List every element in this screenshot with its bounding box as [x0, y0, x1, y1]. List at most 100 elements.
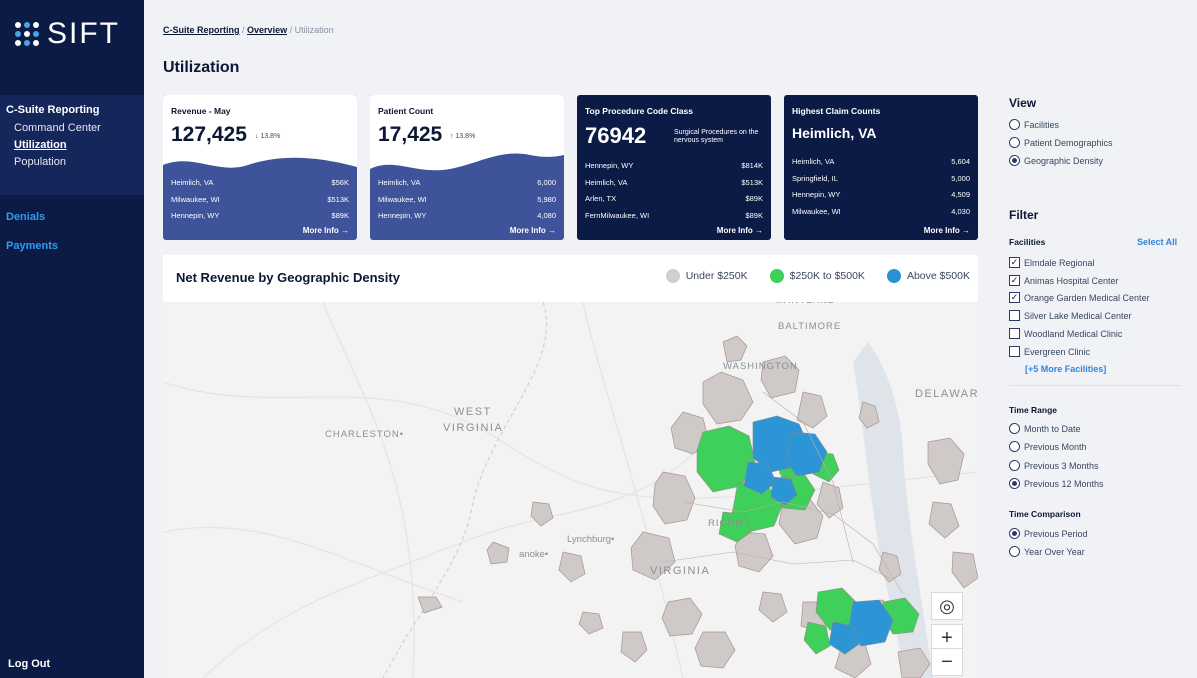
facilities-label: Facilities — [1009, 237, 1046, 247]
card-label: Highest Claim Counts — [792, 106, 881, 116]
sidebar-item-payments[interactable]: Payments — [6, 240, 58, 252]
more-info-link[interactable]: More Info → — [716, 226, 763, 235]
time-range-label: Time Range — [1009, 405, 1058, 415]
checkbox-checked-icon[interactable]: ✓ — [1009, 292, 1020, 303]
sidebar-item-population[interactable]: Population — [14, 156, 66, 168]
card-value: 127,425 — [171, 123, 247, 146]
view-option-facilities[interactable]: Facilities — [1009, 119, 1059, 130]
time-range-previous-3-months[interactable]: Previous 3 Months — [1009, 460, 1099, 471]
breadcrumb: C-Suite Reporting / Overview / Utilizati… — [163, 25, 334, 35]
brand-name: SIFT — [47, 17, 120, 50]
nav-group-title[interactable]: C-Suite Reporting — [6, 104, 100, 116]
facility-orange-garden-medical-center[interactable]: ✓ Orange Garden Medical Center — [1009, 292, 1150, 303]
logo-dots-icon — [15, 22, 39, 46]
more-info-link[interactable]: More Info → — [509, 226, 556, 235]
list-item: Milwaukee, WI $513K — [171, 194, 349, 204]
list-item: Hennepin, WY $814K — [585, 161, 763, 170]
map-label-roanoke: anoke• — [519, 549, 549, 560]
time-range-previous-month[interactable]: Previous Month — [1009, 441, 1087, 452]
legend-dot-icon — [769, 269, 784, 283]
view-option-geographic-density[interactable]: Geographic Density — [1009, 155, 1103, 166]
map-canvas[interactable]: MARYLAND BALTIMORE WASHINGTON DELAWAR WE… — [163, 295, 978, 678]
brand-logo[interactable]: SIFT — [15, 17, 120, 51]
facility-animas-hospital-center[interactable]: ✓ Animas Hospital Center — [1009, 275, 1119, 286]
sidebar-item-utilization[interactable]: Utilization — [14, 139, 67, 151]
map-regions-graphic — [163, 302, 978, 678]
map-label-delaware: DELAWAR — [915, 388, 978, 400]
map-label-charleston: CHARLESTON• — [325, 429, 405, 440]
radio-icon[interactable] — [1009, 423, 1020, 434]
breadcrumb-separator: / — [289, 25, 293, 35]
breadcrumb-overview[interactable]: Overview — [247, 25, 288, 35]
more-info-link[interactable]: More Info → — [302, 226, 349, 235]
map-label-washington: WASHINGTON — [723, 361, 798, 372]
nav-group-csuite: C-Suite Reporting Command Center Utiliza… — [0, 95, 144, 195]
legend-item-above-500k[interactable]: Above $500K — [886, 269, 970, 283]
legend-dot-icon — [886, 269, 901, 283]
card-value: 17,425 — [378, 123, 443, 146]
map-label-lynchburg: Lynchburg• — [567, 534, 615, 545]
legend-item-under-250k[interactable]: Under $250K — [665, 269, 748, 283]
radio-icon[interactable] — [1009, 546, 1020, 557]
list-item: Hennepin, WY 4,080 — [378, 211, 556, 220]
list-item: Heimlich, VA $56K — [171, 178, 349, 187]
patient-wave-graphic — [370, 153, 564, 185]
map-label-baltimore: BALTIMORE — [778, 321, 842, 332]
radio-icon[interactable] — [1009, 528, 1020, 539]
select-all-link[interactable]: Select All — [1137, 237, 1178, 247]
list-item: Milwaukee, WI 4,030 — [792, 206, 970, 216]
card-list: Hennepin, WY $814K Heimlich, VA $513K Arle… — [585, 158, 763, 224]
logout-link[interactable]: Log Out — [8, 658, 51, 670]
more-facilities-link[interactable]: [+5 More Facilities] — [1025, 364, 1107, 374]
breadcrumb-separator: / — [242, 25, 245, 35]
card-list: Heimlich, VA 6,000 Milwaukee, WI 5,980 Hen… — [378, 175, 556, 225]
card-list: Heimlich, VA 5,604 Springfield, IL 5,000 H… — [792, 154, 970, 220]
facility-silver-lake-medical-center[interactable]: Silver Lake Medical Center — [1009, 310, 1132, 321]
time-range-previous-12-months[interactable]: Previous 12 Months — [1009, 478, 1104, 489]
checkbox-checked-icon[interactable]: ✓ — [1009, 275, 1020, 286]
card-value: 76942 — [585, 123, 647, 148]
breadcrumb-current: Utilization — [294, 25, 334, 35]
facility-elmdale-regional[interactable]: ✓ Elmdale Regional — [1009, 257, 1095, 268]
card-label: Patient Count — [378, 106, 434, 116]
zoom-in-button[interactable]: + — [931, 624, 963, 652]
radio-icon[interactable] — [1009, 155, 1020, 166]
breadcrumb-csuite[interactable]: C-Suite Reporting — [163, 25, 240, 35]
time-comparison-previous-period[interactable]: Previous Period — [1009, 528, 1088, 539]
zoom-out-button[interactable]: − — [931, 648, 963, 676]
radio-icon[interactable] — [1009, 137, 1020, 148]
radio-icon[interactable] — [1009, 478, 1020, 489]
checkbox-icon[interactable] — [1009, 328, 1020, 339]
legend-dot-icon — [665, 269, 680, 283]
card-delta: ↑ 13.8% — [450, 133, 476, 140]
map-header: Net Revenue by Geographic Density Under … — [163, 255, 978, 302]
map-legend: Under $250K $250K to $500K Above $500K — [665, 269, 970, 283]
radio-icon[interactable] — [1009, 460, 1020, 471]
sidebar-item-denials[interactable]: Denials — [6, 211, 46, 223]
checkbox-icon[interactable] — [1009, 346, 1020, 357]
card-delta: ↓ 13.8% — [255, 133, 281, 140]
card-label: Revenue - May — [171, 106, 231, 116]
legend-item-250k-500k[interactable]: $250K to $500K — [769, 269, 865, 283]
sidebar-item-command-center[interactable]: Command Center — [14, 122, 101, 134]
card-value: Heimlich, VA — [792, 125, 877, 141]
locate-button[interactable]: ◎ — [931, 592, 963, 620]
card-subtitle: Surgical Procedures on the nervous syste… — [674, 129, 759, 144]
time-comparison-year-over-year[interactable]: Year Over Year — [1009, 546, 1085, 557]
card-list: Heimlich, VA $56K Milwaukee, WI $513K Henn… — [171, 175, 349, 225]
facility-evergreen-clinic[interactable]: Evergreen Clinic — [1009, 346, 1090, 357]
radio-icon[interactable] — [1009, 119, 1020, 130]
revenue-card: Revenue - May 127,425 ↓ 13.8% Heimlich, … — [163, 95, 357, 240]
view-option-patient-demographics[interactable]: Patient Demographics — [1009, 137, 1113, 148]
radio-icon[interactable] — [1009, 441, 1020, 452]
checkbox-checked-icon[interactable]: ✓ — [1009, 257, 1020, 268]
more-info-link[interactable]: More Info → — [923, 226, 970, 235]
checkbox-icon[interactable] — [1009, 310, 1020, 321]
view-heading: View — [1009, 96, 1037, 110]
list-item: Hennepin, WY 4,509 — [792, 190, 970, 199]
time-range-month-to-date[interactable]: Month to Date — [1009, 423, 1081, 434]
card-label: Top Procedure Code Class — [585, 106, 694, 116]
facility-woodland-medical-clinic[interactable]: Woodland Medical Clinic — [1009, 328, 1122, 339]
list-item: Heimlich, VA 5,604 — [792, 157, 970, 166]
map-label-virginia: VIRGINIA — [650, 565, 711, 577]
